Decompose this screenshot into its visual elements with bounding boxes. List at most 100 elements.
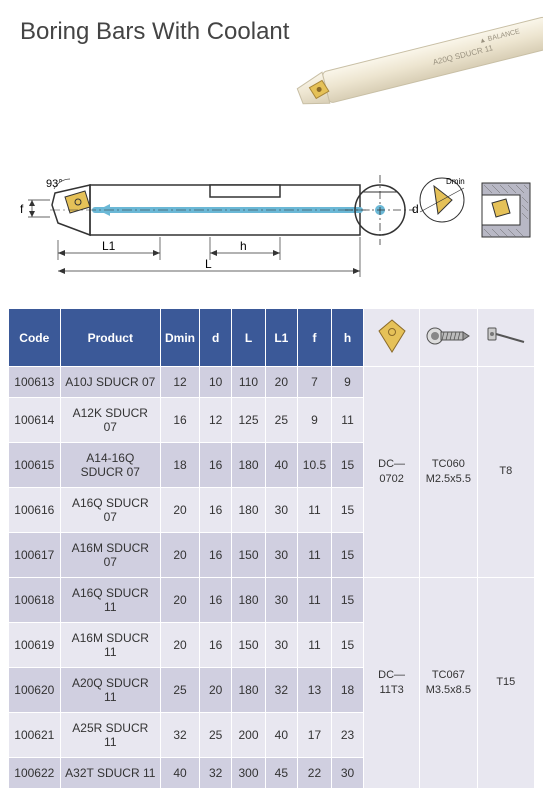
table-cell: 11 [298, 623, 332, 668]
table-cell: 16 [200, 533, 232, 578]
col-product: Product [60, 309, 160, 367]
table-cell: 110 [232, 367, 265, 398]
svg-text:d: d [412, 202, 419, 216]
table-cell: 20 [265, 367, 297, 398]
table-cell: A16Q SDUCR 11 [60, 578, 160, 623]
table-cell: 180 [232, 488, 265, 533]
table-row: 100618A16Q SDUCR 112016180301115DC—11T3T… [9, 578, 535, 623]
group-screw: TC067 M3.5x8.5 [420, 578, 478, 789]
table-cell: 20 [161, 488, 200, 533]
table-cell: 20 [161, 578, 200, 623]
table-cell: 300 [232, 758, 265, 789]
table-cell: 22 [298, 758, 332, 789]
table-row: 100613A10J SDUCR 0712101102079DC—0702TC0… [9, 367, 535, 398]
table-cell: 100619 [9, 623, 61, 668]
table-cell: 13 [298, 668, 332, 713]
svg-text:L1: L1 [102, 239, 116, 253]
table-cell: 40 [265, 443, 297, 488]
table-cell: 100615 [9, 443, 61, 488]
table-cell: 25 [161, 668, 200, 713]
table-cell: A16M SDUCR 07 [60, 533, 160, 578]
table-cell: 15 [331, 623, 363, 668]
table-cell: 32 [265, 668, 297, 713]
table-cell: 150 [232, 533, 265, 578]
table-cell: 30 [265, 488, 297, 533]
table-cell: 180 [232, 578, 265, 623]
table-cell: 15 [331, 488, 363, 533]
svg-text:Dmin: Dmin [446, 177, 465, 186]
table-cell: 200 [232, 713, 265, 758]
table-cell: 16 [200, 488, 232, 533]
technical-diagram: d Dmin f 93° L1 h L [10, 145, 533, 295]
table-cell: A16M SDUCR 11 [60, 623, 160, 668]
col-insert-icon [364, 309, 420, 367]
table-cell: 40 [265, 713, 297, 758]
table-cell: 32 [200, 758, 232, 789]
table-cell: 10 [200, 367, 232, 398]
group-screw: TC060 M2.5x5.5 [420, 367, 478, 578]
table-cell: 30 [331, 758, 363, 789]
table-cell: A32T SDUCR 11 [60, 758, 160, 789]
table-cell: 11 [298, 578, 332, 623]
table-cell: 20 [200, 668, 232, 713]
col-wrench-icon [477, 309, 534, 367]
table-cell: 45 [265, 758, 297, 789]
table-cell: 11 [331, 398, 363, 443]
table-cell: 11 [298, 488, 332, 533]
table-cell: 16 [200, 623, 232, 668]
col-f: f [298, 309, 332, 367]
table-cell: 18 [161, 443, 200, 488]
table-cell: 100616 [9, 488, 61, 533]
col-d: d [200, 309, 232, 367]
table-cell: 15 [331, 533, 363, 578]
table-cell: 125 [232, 398, 265, 443]
svg-text:L: L [205, 257, 212, 271]
group-wrench: T8 [477, 367, 534, 578]
table-cell: 17 [298, 713, 332, 758]
table-cell: A12K SDUCR 07 [60, 398, 160, 443]
col-screw-icon [420, 309, 478, 367]
spec-table: Code Product Dmin d L L1 f h 100613A10J … [8, 308, 535, 789]
table-cell: 180 [232, 668, 265, 713]
group-wrench: T15 [477, 578, 534, 789]
table-cell: 100622 [9, 758, 61, 789]
table-cell: A14-16Q SDUCR 07 [60, 443, 160, 488]
table-cell: 16 [200, 443, 232, 488]
table-cell: 25 [200, 713, 232, 758]
table-cell: 9 [331, 367, 363, 398]
table-cell: 20 [161, 533, 200, 578]
col-L: L [232, 309, 265, 367]
table-cell: 12 [200, 398, 232, 443]
product-hero: A20Q SDUCR 11 ▲ BALANCE [283, 10, 543, 120]
col-code: Code [9, 309, 61, 367]
table-cell: 32 [161, 713, 200, 758]
table-cell: 18 [331, 668, 363, 713]
group-insert: DC—11T3 [364, 578, 420, 789]
table-cell: 30 [265, 533, 297, 578]
table-cell: 16 [200, 578, 232, 623]
table-cell: 100620 [9, 668, 61, 713]
table-cell: 100618 [9, 578, 61, 623]
table-cell: 100614 [9, 398, 61, 443]
table-cell: A10J SDUCR 07 [60, 367, 160, 398]
table-header-row: Code Product Dmin d L L1 f h [9, 309, 535, 367]
table-cell: 12 [161, 367, 200, 398]
table-cell: 180 [232, 443, 265, 488]
table-cell: 100613 [9, 367, 61, 398]
table-cell: 40 [161, 758, 200, 789]
table-cell: A25R SDUCR 11 [60, 713, 160, 758]
table-cell: 100617 [9, 533, 61, 578]
table-cell: 100621 [9, 713, 61, 758]
table-cell: 11 [298, 533, 332, 578]
group-insert: DC—0702 [364, 367, 420, 578]
table-cell: 20 [161, 623, 200, 668]
col-L1: L1 [265, 309, 297, 367]
svg-text:f: f [20, 202, 24, 216]
svg-text:h: h [240, 239, 247, 253]
table-cell: 30 [265, 623, 297, 668]
table-cell: 15 [331, 443, 363, 488]
table-cell: A16Q SDUCR 07 [60, 488, 160, 533]
table-cell: 10.5 [298, 443, 332, 488]
table-cell: 25 [265, 398, 297, 443]
table-cell: 16 [161, 398, 200, 443]
